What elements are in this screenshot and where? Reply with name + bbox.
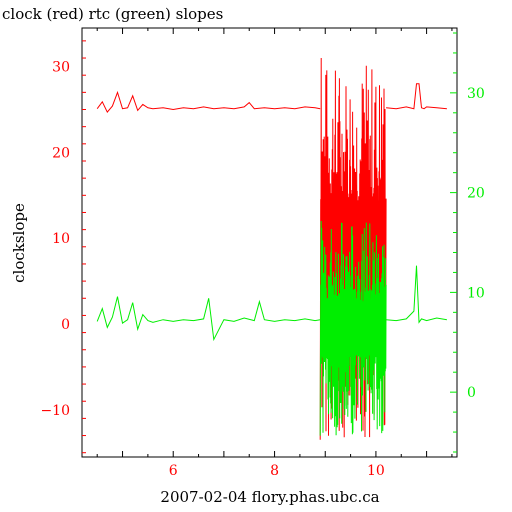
clock-series-line-tail: [386, 83, 447, 110]
left-tick-label: 0: [61, 317, 70, 333]
rtc-series-line-burst: [319, 220, 387, 436]
right-tick-label: 10: [467, 285, 485, 301]
clock-series: [96, 57, 447, 440]
rtc-series-line-pre: [96, 296, 321, 342]
x-axis-label: 2007-02-04 flory.phas.ubc.ca: [160, 488, 379, 506]
left-tick-label: 10: [52, 231, 70, 247]
rtc-series: [96, 220, 447, 436]
chart-title: clock (red) rtc (green) slopes: [2, 5, 223, 23]
y-axis-label: clockslope: [10, 203, 28, 283]
right-tick-label: 30: [467, 86, 485, 102]
plot-frame: [81, 27, 458, 458]
x-tick-label: 10: [367, 463, 385, 479]
rtc-series-line-tail: [386, 265, 447, 324]
right-tick-label: 20: [467, 186, 485, 202]
series-layer: [96, 57, 447, 440]
x-tick-label: 8: [270, 463, 279, 479]
left-tick-label: −10: [40, 403, 70, 419]
x-tick-label: 6: [169, 463, 178, 479]
left-tick-label: 20: [52, 145, 70, 161]
right-tick-label: 0: [467, 385, 476, 401]
axis-ticks: 6 8 10 −10 0 10 20 30 0 10 20 30: [40, 28, 485, 479]
clock-series-line-pre: [96, 90, 321, 114]
left-tick-label: 30: [52, 60, 70, 76]
